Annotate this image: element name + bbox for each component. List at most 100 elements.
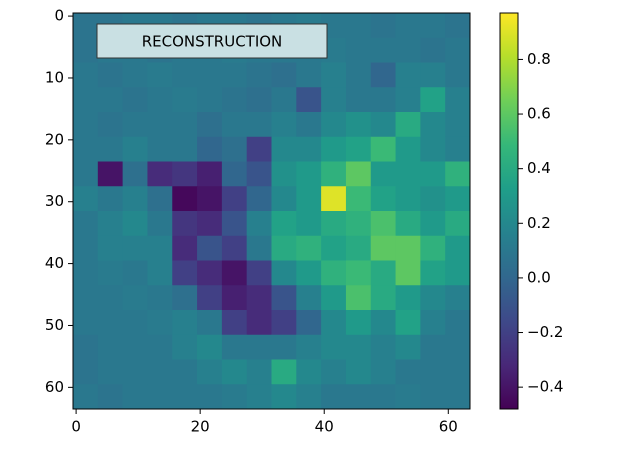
heatmap-cell: [97, 136, 124, 162]
heatmap-cell: [221, 260, 248, 286]
axes-frame: [72, 12, 471, 410]
heatmap-cell: [345, 310, 372, 336]
heatmap-cell: [445, 62, 471, 88]
heatmap-cell: [197, 87, 223, 113]
heatmap-cell: [271, 211, 297, 237]
heatmap-cell: [395, 186, 421, 212]
heatmap-cell: [97, 285, 124, 311]
heatmap-cell: [246, 62, 272, 88]
heatmap-cell: [345, 260, 372, 286]
colorbar-tick-label: −0.2: [527, 323, 563, 341]
heatmap-cell: [147, 310, 173, 336]
heatmap-cell: [97, 235, 124, 261]
heatmap-cell: [345, 112, 372, 138]
heatmap-cell: [296, 186, 322, 212]
heatmap-cell: [97, 62, 124, 88]
heatmap-cell: [122, 136, 148, 162]
heatmap-cell: [97, 211, 124, 237]
heatmap-cell: [395, 13, 421, 39]
heatmap-cell: [395, 235, 421, 261]
heatmap-cell: [420, 161, 446, 187]
heatmap-cell: [73, 62, 99, 88]
heatmap-cell: [246, 211, 272, 237]
heatmap-cell: [321, 186, 347, 212]
heatmap-cell: [246, 334, 272, 360]
heatmap-cell: [122, 186, 148, 212]
heatmap-cell: [395, 161, 421, 187]
heatmap-cell: [147, 62, 173, 88]
heatmap-cell: [420, 285, 446, 311]
heatmap-cell: [197, 62, 223, 88]
heatmap-cell: [271, 136, 297, 162]
heatmap-cell: [73, 186, 99, 212]
heatmap-cell: [73, 260, 99, 286]
colorbar-tick-label: 0.8: [527, 50, 551, 68]
heatmap-cell: [147, 112, 173, 138]
heatmap-cell: [370, 235, 397, 261]
heatmap-cell: [370, 13, 397, 39]
heatmap-cell: [172, 285, 198, 311]
heatmap-cell: [321, 285, 347, 311]
heatmap-cell: [271, 112, 297, 138]
heatmap-cell: [345, 334, 372, 360]
heatmap-cell: [445, 112, 471, 138]
heatmap-cell: [221, 211, 248, 237]
heatmap-cell: [445, 285, 471, 311]
heatmap-cell: [221, 87, 248, 113]
heatmap-cell: [296, 136, 322, 162]
heatmap-cell: [147, 285, 173, 311]
heatmap-cell: [73, 235, 99, 261]
heatmap-cell: [197, 285, 223, 311]
heatmap-cell: [345, 211, 372, 237]
heatmap-cell: [122, 211, 148, 237]
heatmap-cell: [221, 359, 248, 385]
heatmap-cell: [246, 260, 272, 286]
heatmap-cell: [370, 186, 397, 212]
heatmap-cell: [147, 161, 173, 187]
heatmap-cell: [271, 260, 297, 286]
heatmap-cell: [172, 334, 198, 360]
y-tick-label: 40: [45, 254, 64, 272]
heatmap-cell: [221, 62, 248, 88]
heatmap-cell: [370, 260, 397, 286]
heatmap-cell: [345, 87, 372, 113]
heatmap-cell: [420, 87, 446, 113]
heatmap-cell: [197, 260, 223, 286]
heatmap-cell: [122, 260, 148, 286]
heatmap-cell: [445, 186, 471, 212]
heatmap-cell: [97, 112, 124, 138]
heatmap-cell: [73, 37, 99, 63]
heatmap-cell: [172, 62, 198, 88]
heatmap-cell: [420, 235, 446, 261]
heatmap-cell: [122, 161, 148, 187]
heatmap-cell: [370, 112, 397, 138]
y-tick-label: 20: [45, 130, 64, 148]
heatmap-cell: [296, 384, 322, 410]
heatmap-cell: [172, 136, 198, 162]
x-tick-label: 0: [71, 418, 81, 436]
heatmap-cell: [445, 161, 471, 187]
heatmap-cell: [321, 260, 347, 286]
colorbar-tick-label: 0.6: [527, 105, 551, 123]
heatmap-cell: [395, 211, 421, 237]
heatmap-cell: [370, 310, 397, 336]
heatmap-cell: [197, 384, 223, 410]
heatmap-cell: [395, 310, 421, 336]
heatmap-cell: [445, 359, 471, 385]
heatmap-cell: [395, 87, 421, 113]
heatmap-cell: [172, 384, 198, 410]
heatmap-cell: [271, 334, 297, 360]
heatmap-cell: [296, 211, 322, 237]
heatmap-cell: [271, 186, 297, 212]
heatmap-cell: [321, 235, 347, 261]
heatmap-cell: [246, 235, 272, 261]
heatmap-cell: [296, 62, 322, 88]
heatmap-cell: [97, 384, 124, 410]
y-tick-label: 30: [45, 192, 64, 210]
heatmap-cell: [221, 161, 248, 187]
heatmap-cell: [246, 136, 272, 162]
heatmap-cell: [296, 235, 322, 261]
heatmap-cell: [321, 161, 347, 187]
heatmap-cell: [197, 235, 223, 261]
